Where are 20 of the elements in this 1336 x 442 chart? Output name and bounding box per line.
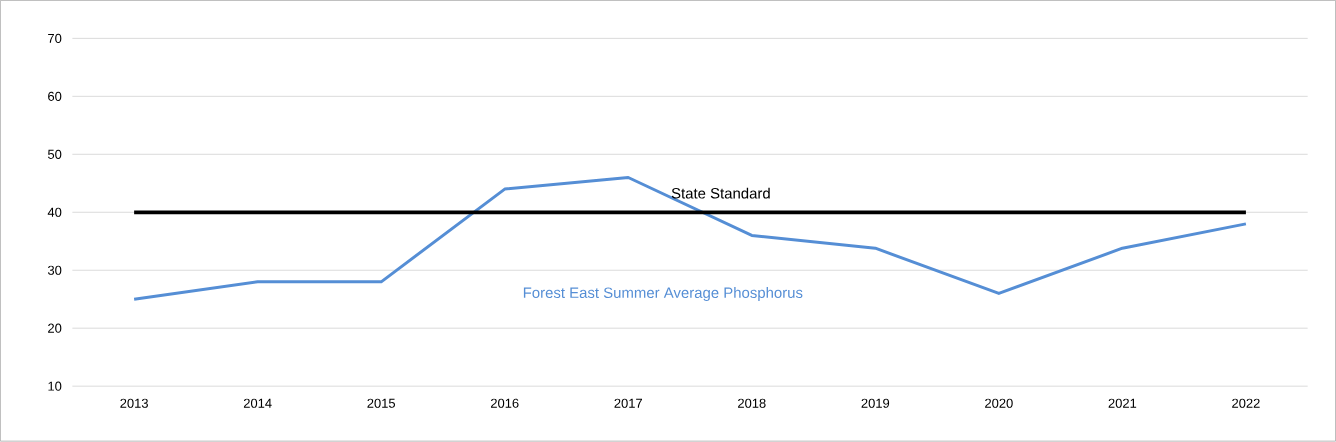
y-tick-label: 60 bbox=[48, 91, 62, 102]
x-tick-label: 2017 bbox=[614, 398, 642, 409]
x-tick-label: 2014 bbox=[243, 398, 272, 409]
x-tick-label: 2022 bbox=[1232, 398, 1260, 409]
x-tick-label: 2020 bbox=[985, 398, 1013, 409]
x-tick-label: 2013 bbox=[120, 398, 148, 409]
y-tick-label: 40 bbox=[47, 207, 62, 218]
y-tick-label: 70 bbox=[48, 34, 62, 44]
series-label: State Standard bbox=[671, 187, 770, 199]
x-tick-label: 2019 bbox=[861, 398, 890, 409]
y-tick-label: 20 bbox=[48, 323, 62, 334]
x-tick-label: 2018 bbox=[738, 398, 766, 409]
text: Forest East Summer Average Phosphorus bbox=[523, 287, 803, 302]
x-tick-label: 2016 bbox=[490, 398, 519, 409]
y-tick-label: 10 bbox=[48, 381, 62, 391]
x-tick-label: 2015 bbox=[367, 398, 396, 409]
x-tick-label: 2021 bbox=[1108, 398, 1137, 409]
line-series bbox=[132, 176, 1248, 301]
y-tick-label: 30 bbox=[47, 265, 62, 276]
y-tick-label: 50 bbox=[47, 149, 62, 160]
